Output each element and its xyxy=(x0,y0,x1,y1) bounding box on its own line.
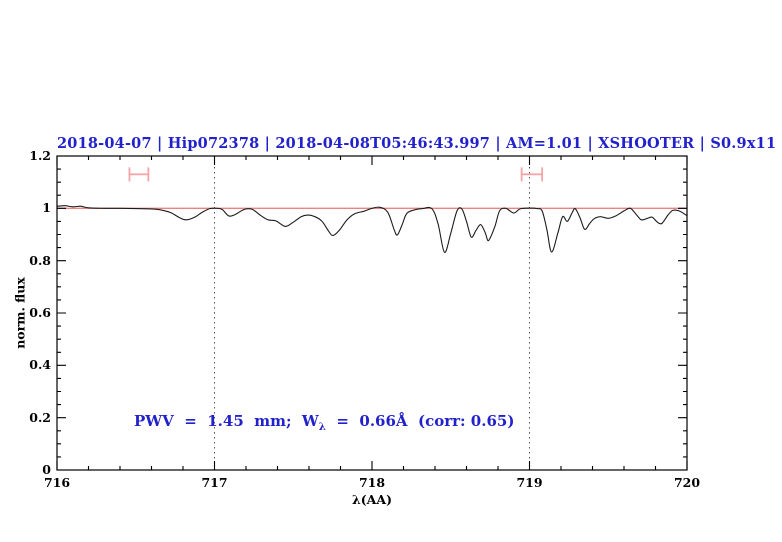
y-tick-label-0: 0 xyxy=(42,462,51,477)
x-tick-label-720: 720 xyxy=(673,475,701,490)
plot-title: 2018-04-07 | Hip072378 | 2018-04-08T05:4… xyxy=(57,135,777,152)
x-tick-label-716: 716 xyxy=(43,475,71,490)
y-tick-label-0.2: 0.2 xyxy=(29,409,51,425)
x-tick-label-718: 718 xyxy=(358,475,386,490)
pwv-text-pre: PWV = 1.45 mm; W xyxy=(134,412,319,430)
x-tick-label-717: 717 xyxy=(201,475,228,490)
y-tick-label-1.2: 1.2 xyxy=(29,148,51,163)
y-tick-label-0.8: 0.8 xyxy=(29,252,51,268)
band-marker-1 xyxy=(128,167,150,182)
y-tick-label-1: 1 xyxy=(42,200,51,216)
y-tick-label-0.4: 0.4 xyxy=(29,357,51,373)
x-tick-label-719: 719 xyxy=(516,475,543,490)
axis-ticks xyxy=(56,155,688,471)
pwv-annotation: PWV = 1.45 mm; Wλ = 0.66Å (corr: 0.65) xyxy=(134,412,514,433)
y-tick-label-0.6: 0.6 xyxy=(29,305,51,320)
pwv-lambda-subscript: λ xyxy=(318,421,326,433)
pwv-text-post: = 0.66Å (corr: 0.65) xyxy=(325,412,515,430)
spectrum-line xyxy=(56,205,688,253)
x-axis-label: λ(AA) xyxy=(352,492,392,507)
band-marker-2 xyxy=(520,167,543,182)
